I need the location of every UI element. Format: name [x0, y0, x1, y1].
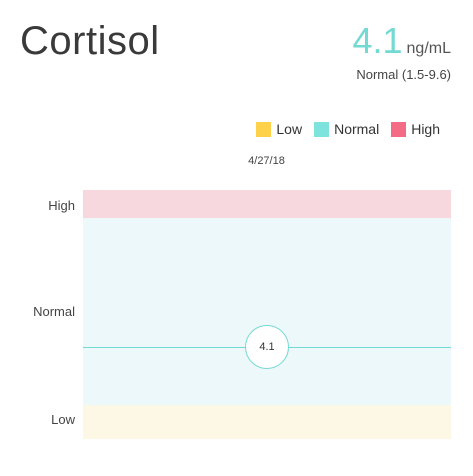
band-label-normal: Normal: [33, 304, 75, 319]
band-label-low: Low: [51, 412, 75, 427]
reference-range: Normal (1.5-9.6): [356, 67, 451, 82]
range-band-high: [83, 190, 451, 218]
legend: Low Normal High: [256, 121, 440, 137]
legend-item-normal: Normal: [314, 121, 379, 137]
result-number: 4.1: [352, 20, 403, 61]
legend-swatch-high: [391, 121, 407, 137]
legend-swatch-normal: [314, 121, 330, 137]
result-value: 4.1 ng/mL: [352, 20, 451, 62]
result-unit: ng/mL: [406, 40, 451, 57]
data-point[interactable]: 4.1: [245, 325, 289, 369]
legend-label-normal: Normal: [334, 121, 380, 137]
legend-label-high: High: [411, 121, 440, 137]
legend-item-high: High: [391, 121, 440, 137]
range-band-normal: [83, 218, 451, 405]
chart-date-label: 4/27/18: [248, 155, 285, 167]
legend-item-low: Low: [256, 121, 302, 137]
band-label-high: High: [48, 198, 75, 213]
range-band-low: [83, 405, 451, 439]
legend-label-low: Low: [276, 121, 303, 137]
legend-swatch-low: [256, 121, 272, 137]
page-title: Cortisol: [20, 19, 160, 63]
